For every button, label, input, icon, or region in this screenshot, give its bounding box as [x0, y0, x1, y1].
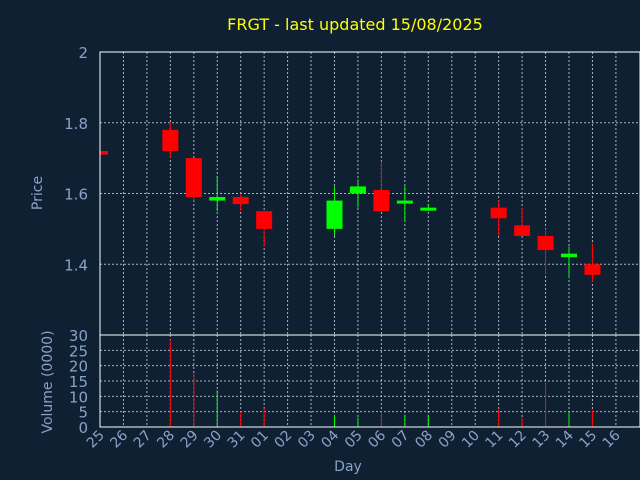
candle-body — [537, 235, 554, 251]
x-tick-label: 26 — [107, 427, 131, 451]
candle — [490, 200, 507, 236]
candle-body — [561, 253, 577, 258]
price-candles — [99, 122, 601, 282]
candle — [162, 122, 179, 159]
x-tick-label: 10 — [459, 428, 483, 452]
candle — [396, 186, 413, 222]
x-axis-label: Day — [334, 459, 362, 475]
candle-body — [420, 207, 437, 211]
x-tick-label: 04 — [318, 427, 342, 451]
volume-tick-label: 10 — [69, 388, 88, 406]
candle — [232, 193, 249, 212]
price-tick-label: 1.6 — [64, 186, 88, 204]
volume-grid — [100, 335, 640, 427]
volume-tick-label: 15 — [69, 373, 88, 391]
candle — [420, 204, 437, 212]
x-tick-label: 07 — [389, 428, 413, 452]
candle-body — [232, 197, 249, 205]
x-tick-label: 03 — [295, 428, 319, 452]
candle-body — [256, 211, 273, 229]
volume-tick-label: 20 — [69, 358, 88, 376]
volume-axis-label: Volume (0000) — [40, 330, 56, 433]
candle-body — [584, 264, 601, 275]
x-tick-label: 01 — [248, 428, 272, 452]
price-tick-label: 2 — [78, 44, 88, 62]
x-tick-label: 05 — [342, 428, 366, 452]
x-tick-label: 06 — [365, 427, 389, 451]
candle — [561, 246, 577, 279]
x-tick-label: 11 — [483, 428, 507, 452]
candle — [185, 158, 202, 201]
candle — [349, 179, 366, 208]
volume-frame — [99, 334, 640, 428]
x-tick-label: 28 — [154, 428, 178, 452]
candle-body — [396, 200, 413, 204]
x-tick-label: 15 — [576, 428, 600, 452]
candle — [209, 175, 226, 212]
candle — [256, 211, 273, 247]
price-tick-label: 1.8 — [64, 115, 88, 133]
x-tick-label: 27 — [131, 428, 155, 452]
candle — [584, 243, 601, 282]
volume-bars — [169, 339, 593, 427]
x-tick-label: 31 — [225, 428, 249, 452]
candle-body — [185, 158, 202, 198]
volume-tick-label: 5 — [78, 404, 88, 422]
candle-body — [490, 207, 507, 219]
price-tick-label: 1.4 — [64, 256, 88, 274]
volume-tick-label: 30 — [69, 327, 88, 345]
candle-body — [373, 189, 390, 212]
x-tick-label: 08 — [412, 428, 436, 452]
candle-body — [326, 200, 343, 229]
candle-body — [349, 186, 366, 194]
price-panel: 1.4 1.6 1.8 2 Price — [30, 44, 640, 336]
candle — [514, 207, 531, 236]
volume-tick-label: 0 — [78, 419, 88, 437]
x-tick-label: 02 — [272, 428, 296, 452]
x-tick-label: 09 — [436, 428, 460, 452]
candle — [537, 228, 554, 275]
x-tick-label: 16 — [600, 427, 624, 451]
x-tick-labels: 25 26 27 28 29 30 31 01 02 03 04 05 06 07 08 09 10 11 12 13… — [84, 427, 624, 451]
candle — [99, 151, 108, 155]
candle — [326, 186, 343, 236]
candle-body — [209, 197, 226, 201]
price-tick-labels: 1.4 1.6 1.8 2 — [64, 44, 88, 274]
volume-tick-label: 25 — [69, 342, 88, 360]
x-tick-label: 30 — [201, 428, 225, 452]
price-axis-label: Price — [30, 176, 46, 210]
x-tick-label: 12 — [506, 428, 530, 452]
chart-title: FRGT - last updated 15/08/2025 — [227, 15, 483, 34]
price-grid — [100, 52, 640, 335]
x-tick-label: 29 — [178, 428, 202, 452]
x-tick-label: 13 — [529, 428, 553, 452]
x-tick-label: 14 — [553, 427, 577, 451]
candle-body — [100, 151, 108, 155]
candle-body — [162, 129, 179, 152]
candle-body — [514, 225, 531, 236]
candle — [373, 161, 390, 212]
